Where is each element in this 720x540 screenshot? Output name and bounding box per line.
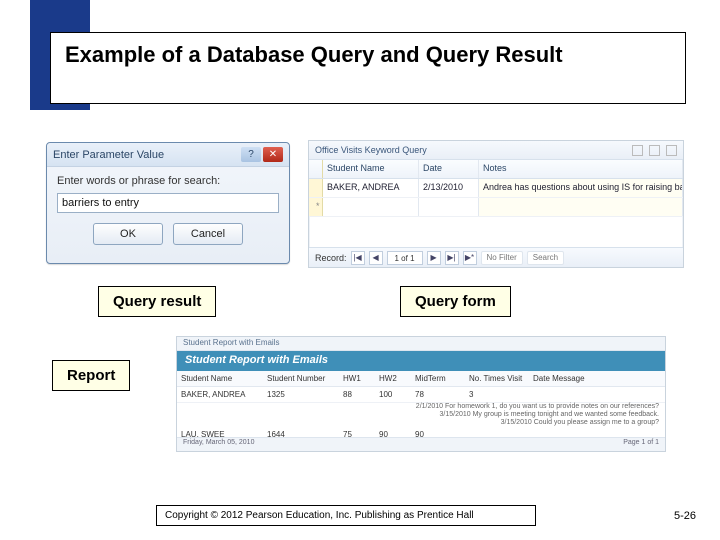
help-icon[interactable]: ? bbox=[241, 147, 261, 162]
close-icon[interactable] bbox=[666, 145, 677, 156]
col-notes: Notes bbox=[479, 160, 683, 178]
report-columns: Student Name Student Number HW1 HW2 MidT… bbox=[177, 371, 665, 387]
grid-titlebar: Office Visits Keyword Query bbox=[309, 141, 683, 159]
report-window: Student Report with Emails Student Repor… bbox=[176, 336, 666, 452]
grid-window-title: Office Visits Keyword Query bbox=[315, 145, 427, 155]
nav-first-button[interactable]: |◀ bbox=[351, 251, 365, 265]
col-student: Student Name bbox=[323, 160, 419, 178]
record-navigator: Record: |◀ ◀ 1 of 1 ▶ ▶| ▶* No Filter Se… bbox=[309, 247, 683, 267]
dialog-titlebar: Enter Parameter Value ? ✕ bbox=[47, 143, 289, 167]
ok-button[interactable]: OK bbox=[93, 223, 163, 245]
nav-prev-button[interactable]: ◀ bbox=[369, 251, 383, 265]
report-footer-page: Page 1 of 1 bbox=[623, 439, 659, 450]
copyright: Copyright © 2012 Pearson Education, Inc.… bbox=[156, 505, 536, 526]
search-input[interactable] bbox=[57, 193, 279, 213]
grid-header: Student Name Date Notes bbox=[309, 159, 683, 179]
query-form-window: Office Visits Keyword Query Student Name… bbox=[308, 140, 684, 268]
minimize-icon[interactable] bbox=[632, 145, 643, 156]
close-icon[interactable]: ✕ bbox=[263, 147, 283, 162]
col-date: Date bbox=[419, 160, 479, 178]
label-query-result: Query result bbox=[98, 286, 216, 317]
report-message: 3/15/2010 My group is meeting tonight an… bbox=[177, 411, 665, 419]
restore-icon[interactable] bbox=[649, 145, 660, 156]
report-title: Student Report with Emails bbox=[177, 351, 665, 371]
slide-title-box: Example of a Database Query and Query Re… bbox=[50, 32, 686, 104]
nav-next-button[interactable]: ▶ bbox=[427, 251, 441, 265]
nav-new-button[interactable]: ▶* bbox=[463, 251, 477, 265]
report-footer: Friday, March 05, 2010 Page 1 of 1 bbox=[177, 437, 665, 451]
report-message: 3/15/2010 Could you please assign me to … bbox=[177, 419, 665, 427]
report-footer-date: Friday, March 05, 2010 bbox=[183, 439, 254, 450]
parameter-dialog: Enter Parameter Value ? ✕ Enter words or… bbox=[46, 142, 290, 264]
dialog-title: Enter Parameter Value bbox=[53, 149, 164, 161]
dialog-prompt: Enter words or phrase for search: bbox=[57, 175, 279, 187]
page-number: 5-26 bbox=[674, 510, 696, 522]
report-message: 2/1/2010 For homework 1, do you want us … bbox=[177, 403, 665, 411]
grid-row[interactable]: BAKER, ANDREA 2/13/2010 Andrea has quest… bbox=[309, 179, 683, 198]
report-row: BAKER, ANDREA 1325 88 100 78 3 bbox=[177, 387, 665, 403]
cell-student: BAKER, ANDREA bbox=[323, 179, 419, 197]
nav-filter[interactable]: No Filter bbox=[481, 251, 523, 265]
nav-position: 1 of 1 bbox=[387, 251, 423, 265]
label-query-form: Query form bbox=[400, 286, 511, 317]
cell-date: 2/13/2010 bbox=[419, 179, 479, 197]
nav-last-button[interactable]: ▶| bbox=[445, 251, 459, 265]
slide-title: Example of a Database Query and Query Re… bbox=[65, 41, 671, 69]
cell-notes: Andrea has questions about using IS for … bbox=[479, 179, 683, 197]
report-tab: Student Report with Emails bbox=[177, 337, 665, 351]
label-report: Report bbox=[52, 360, 130, 391]
nav-label: Record: bbox=[315, 253, 347, 263]
cancel-button[interactable]: Cancel bbox=[173, 223, 243, 245]
grid-row-new[interactable] bbox=[309, 198, 683, 217]
nav-search[interactable]: Search bbox=[527, 251, 564, 265]
